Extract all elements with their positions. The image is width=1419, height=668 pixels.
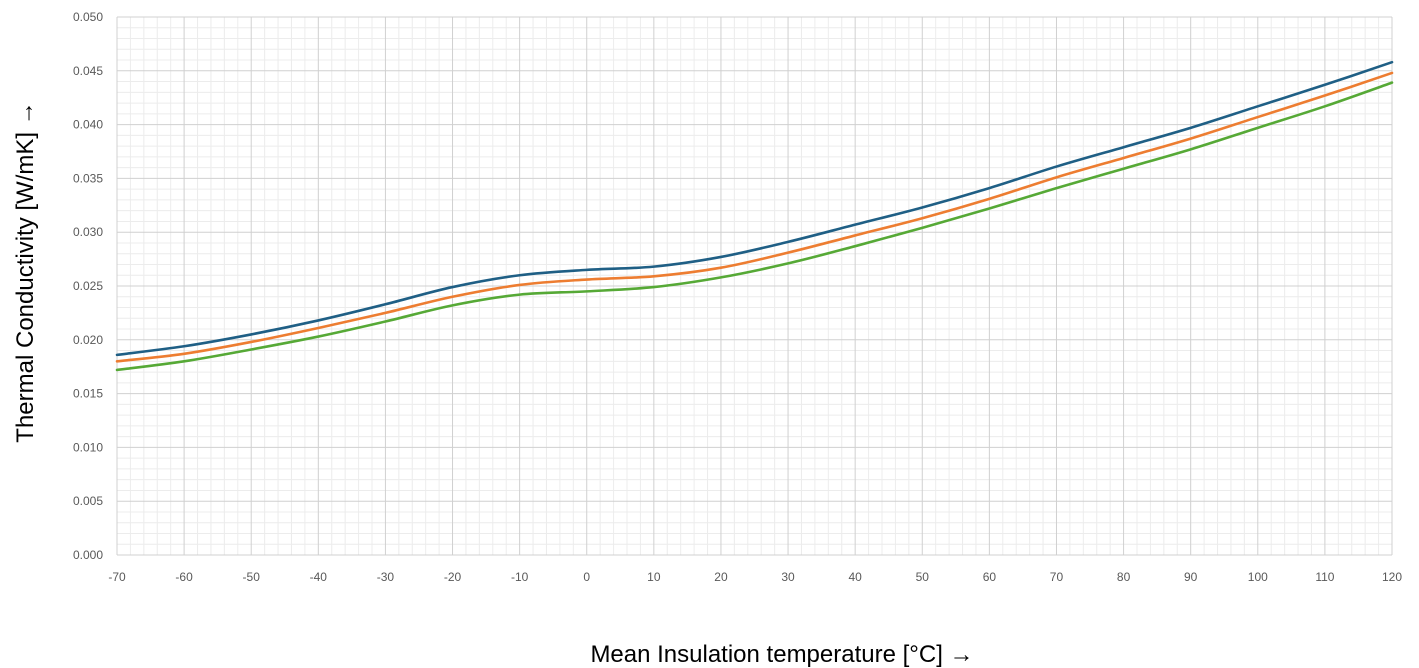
x-tick-label: 40	[848, 570, 862, 584]
y-tick-label: 0.015	[73, 387, 103, 401]
x-tick-label: 90	[1184, 570, 1198, 584]
x-tick-label: 100	[1248, 570, 1268, 584]
y-tick-label: 0.005	[73, 494, 103, 508]
y-tick-label: 0.030	[73, 225, 103, 239]
x-tick-label: -60	[175, 570, 193, 584]
series-line-1	[115, 60, 1394, 357]
x-tick-label: -30	[377, 570, 395, 584]
y-tick-label: 0.010	[73, 440, 103, 454]
series-line-3	[115, 81, 1394, 372]
series-layer	[115, 60, 1394, 372]
x-tick-label: 60	[983, 570, 997, 584]
x-tick-label: 80	[1117, 570, 1131, 584]
x-tick-label: 0	[583, 570, 590, 584]
x-tick-label: 70	[1050, 570, 1064, 584]
x-tick-label: 30	[781, 570, 795, 584]
y-tick-label: 0.035	[73, 171, 103, 185]
x-tick-label: 10	[647, 570, 661, 584]
y-tick-label: 0.000	[73, 548, 103, 562]
y-axis-title: Thermal Conductivity [W/mK] →	[12, 101, 39, 442]
y-tick-label: 0.040	[73, 118, 103, 132]
x-tick-label: -70	[108, 570, 126, 584]
x-axis-ticks: -70 -60 -50 -40 -30 -20 -10 0 10 20 30 40 50 60 70 80 90…	[108, 570, 1402, 584]
y-tick-label: 0.045	[73, 64, 103, 78]
series-line-2	[115, 71, 1394, 363]
y-tick-label: 0.020	[73, 333, 103, 347]
x-tick-label: 20	[714, 570, 728, 584]
x-tick-label: 120	[1382, 570, 1402, 584]
y-tick-label: 0.025	[73, 279, 103, 293]
x-tick-label: -20	[444, 570, 462, 584]
y-axis-ticks: 0.000 0.005 0.010 0.015 0.020 0.025 0.030 0.035…	[73, 10, 103, 562]
x-tick-label: -40	[310, 570, 328, 584]
x-tick-label: 110	[1315, 570, 1334, 584]
x-axis-title: Mean Insulation temperature [°C] →	[590, 641, 973, 668]
major-gridlines	[116, 16, 1393, 556]
x-tick-label: 50	[916, 570, 930, 584]
y-tick-label: 0.050	[73, 10, 103, 24]
x-tick-label: -10	[511, 570, 529, 584]
x-tick-label: -50	[243, 570, 261, 584]
